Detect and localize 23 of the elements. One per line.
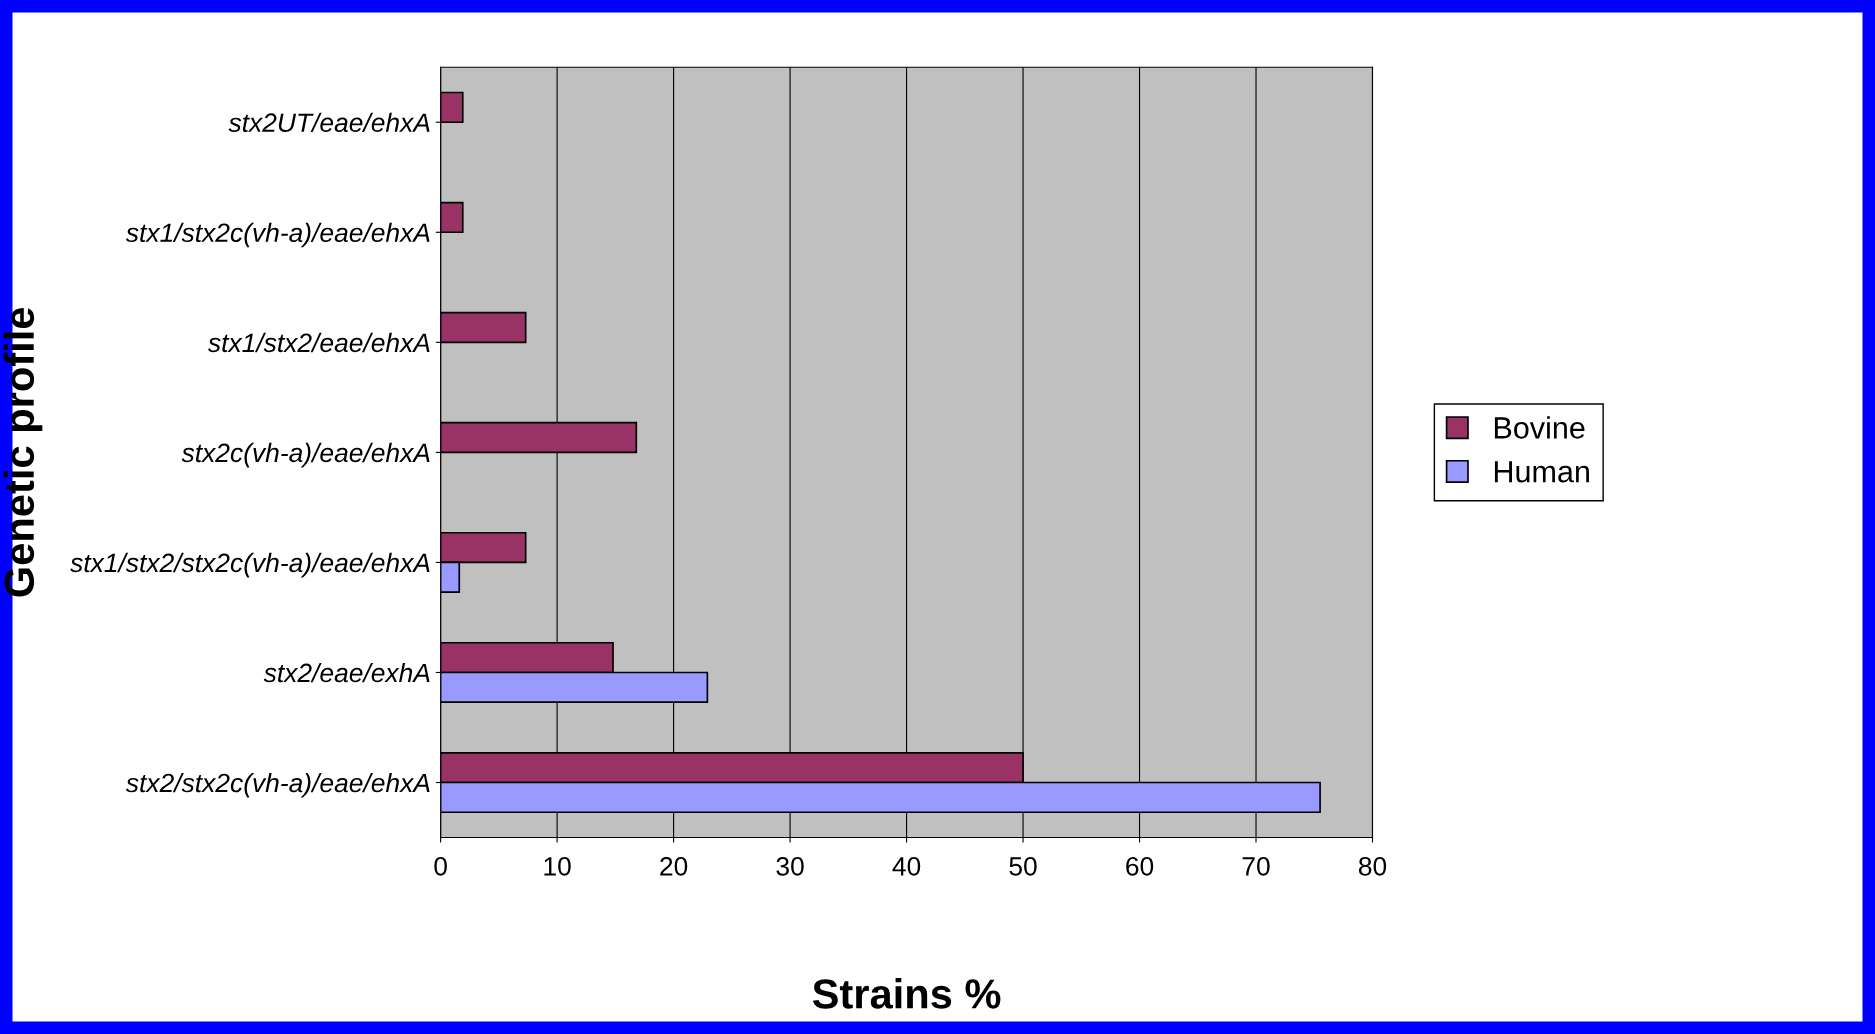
y-axis-title: Genetic profile: [3, 307, 43, 597]
x-tick-label: 20: [660, 856, 688, 876]
x-tick-label: 50: [1009, 856, 1037, 876]
y-tick-label: stx2/eae/exhA: [263, 662, 430, 683]
x-tick-label: 30: [776, 856, 804, 876]
x-tick-label: 0: [434, 856, 447, 876]
y-tick-label: stx2c(vh-a)/eae/ehxA: [181, 442, 430, 468]
y-tick-label: stx2UT/eae/ehxA: [228, 112, 430, 133]
legend-label: Human: [1494, 461, 1589, 483]
y-tick-label: stx2/stx2c(vh-a)/eae/ehxA: [125, 772, 430, 798]
x-tick-label: 10: [544, 856, 571, 876]
y-tick-label: stx1/stx2c(vh-a)/eae/ehxA: [125, 222, 430, 248]
y-tick-label: stx1/stx2/eae/ehxA: [208, 332, 430, 353]
legend-label: Bovine: [1494, 416, 1585, 439]
x-tick-label: 70: [1242, 856, 1270, 876]
x-axis-title: Strains %: [812, 978, 1001, 1009]
x-tick-label: 40: [892, 856, 921, 876]
bar: [440, 91, 464, 124]
x-tick-label: 60: [1126, 856, 1154, 876]
bar: [440, 201, 464, 234]
x-tick-label: 80: [1358, 856, 1387, 876]
bar: [440, 311, 527, 344]
y-tick-label: stx1/stx2/stx2c(vh-a)/eae/ehxA: [70, 552, 430, 578]
